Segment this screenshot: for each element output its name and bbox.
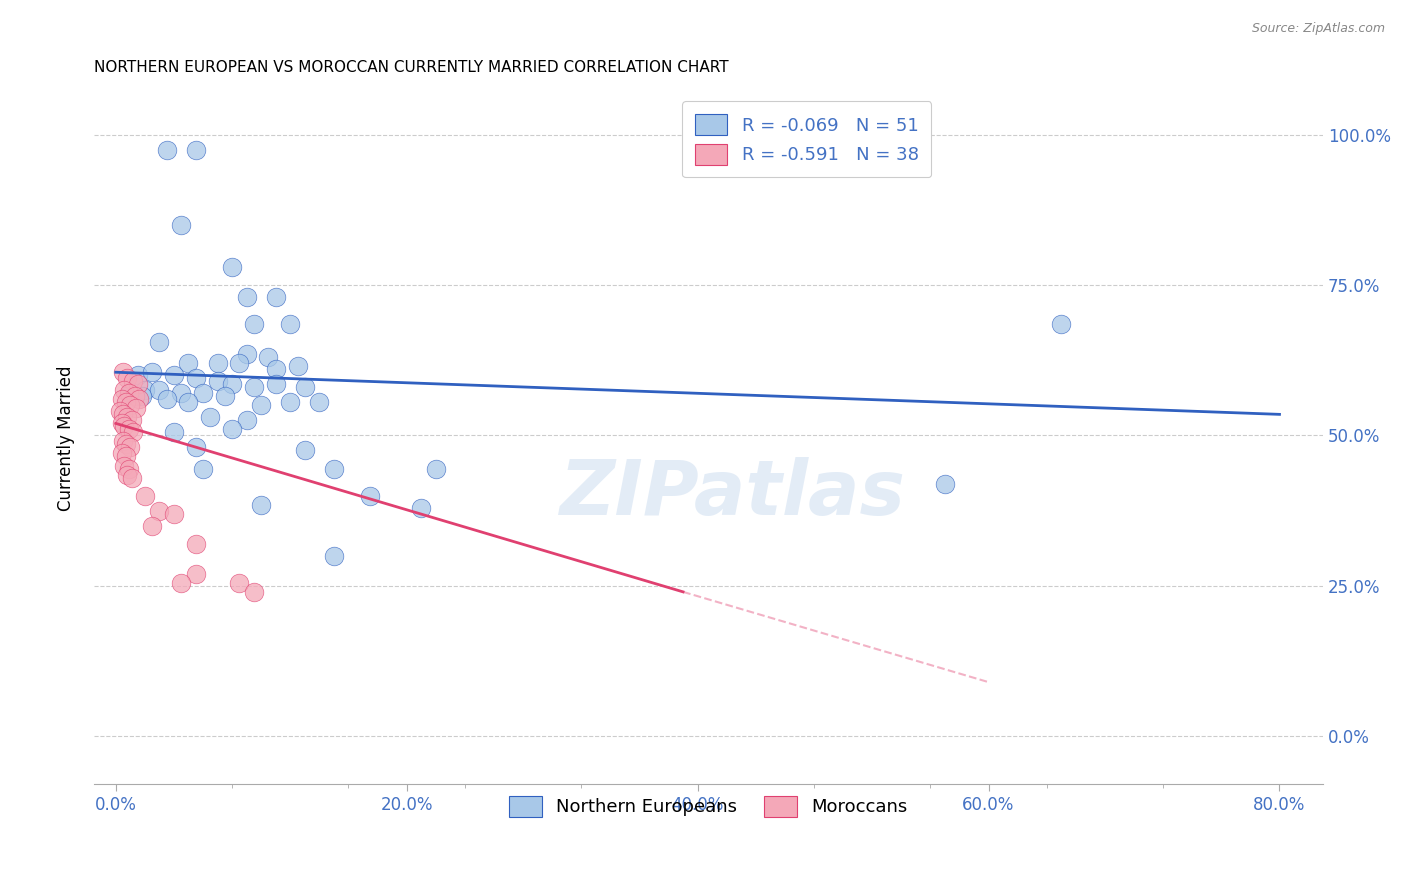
Point: [148, 503, 170, 517]
Point: [117, 410, 139, 425]
Point: [191, 461, 214, 475]
Point: [134, 384, 156, 398]
Point: [200, 410, 222, 425]
Point: [228, 575, 250, 590]
Point: [411, 500, 433, 515]
Point: [111, 365, 134, 379]
Text: ZIPatlas: ZIPatlas: [560, 457, 905, 531]
Point: [120, 398, 142, 412]
Point: [184, 371, 207, 385]
Legend: Northern Europeans, Moroccans: Northern Europeans, Moroccans: [502, 789, 915, 824]
Point: [1050, 317, 1073, 331]
Point: [117, 371, 139, 385]
Point: [323, 549, 346, 563]
Point: [115, 395, 138, 409]
Point: [235, 413, 257, 427]
Point: [221, 377, 243, 392]
Point: [294, 380, 316, 394]
Point: [264, 362, 287, 376]
Point: [110, 392, 132, 407]
Point: [243, 585, 266, 599]
Point: [221, 260, 243, 274]
Point: [125, 401, 148, 416]
Point: [170, 575, 193, 590]
Point: [120, 441, 142, 455]
Text: NORTHERN EUROPEAN VS MOROCCAN CURRENTLY MARRIED CORRELATION CHART: NORTHERN EUROPEAN VS MOROCCAN CURRENTLY …: [94, 60, 728, 75]
Point: [250, 498, 273, 512]
Point: [425, 461, 447, 475]
Point: [214, 389, 236, 403]
Point: [177, 395, 200, 409]
Point: [221, 422, 243, 436]
Point: [117, 467, 139, 482]
Point: [278, 395, 301, 409]
Point: [114, 458, 136, 473]
Point: [243, 380, 266, 394]
Text: Source: ZipAtlas.com: Source: ZipAtlas.com: [1251, 22, 1385, 36]
Point: [128, 392, 150, 407]
Point: [115, 437, 138, 451]
Point: [121, 470, 143, 484]
Point: [243, 317, 266, 331]
Point: [359, 489, 381, 503]
Point: [115, 450, 138, 464]
Point: [177, 356, 200, 370]
Point: [108, 404, 131, 418]
Point: [184, 566, 207, 581]
Point: [120, 386, 142, 401]
Point: [127, 368, 149, 383]
Point: [124, 389, 146, 403]
Point: [163, 368, 186, 383]
Point: [141, 518, 163, 533]
Point: [191, 386, 214, 401]
Point: [170, 386, 193, 401]
Point: [278, 317, 301, 331]
Point: [235, 290, 257, 304]
Point: [228, 356, 250, 370]
Point: [111, 408, 134, 422]
Point: [127, 377, 149, 392]
Point: [111, 434, 134, 449]
Point: [163, 507, 186, 521]
Point: [148, 335, 170, 350]
Point: [148, 384, 170, 398]
Point: [110, 446, 132, 460]
Point: [118, 386, 141, 401]
Point: [118, 422, 141, 436]
Point: [131, 389, 153, 403]
Point: [184, 441, 207, 455]
Point: [235, 347, 257, 361]
Point: [287, 359, 309, 374]
Point: [118, 461, 141, 475]
Point: [156, 143, 179, 157]
Y-axis label: Currently Married: Currently Married: [58, 366, 75, 511]
Point: [121, 413, 143, 427]
Point: [207, 356, 229, 370]
Point: [264, 290, 287, 304]
Point: [110, 417, 132, 431]
Point: [141, 365, 163, 379]
Point: [207, 374, 229, 388]
Point: [934, 476, 956, 491]
Point: [250, 398, 273, 412]
Point: [122, 374, 145, 388]
Point: [156, 392, 179, 407]
Point: [323, 461, 346, 475]
Point: [184, 143, 207, 157]
Point: [134, 489, 156, 503]
Point: [163, 425, 186, 440]
Point: [257, 350, 280, 364]
Point: [114, 384, 136, 398]
Point: [294, 443, 316, 458]
Point: [170, 218, 193, 232]
Point: [184, 537, 207, 551]
Point: [264, 377, 287, 392]
Point: [308, 395, 330, 409]
Point: [122, 425, 145, 440]
Point: [114, 419, 136, 434]
